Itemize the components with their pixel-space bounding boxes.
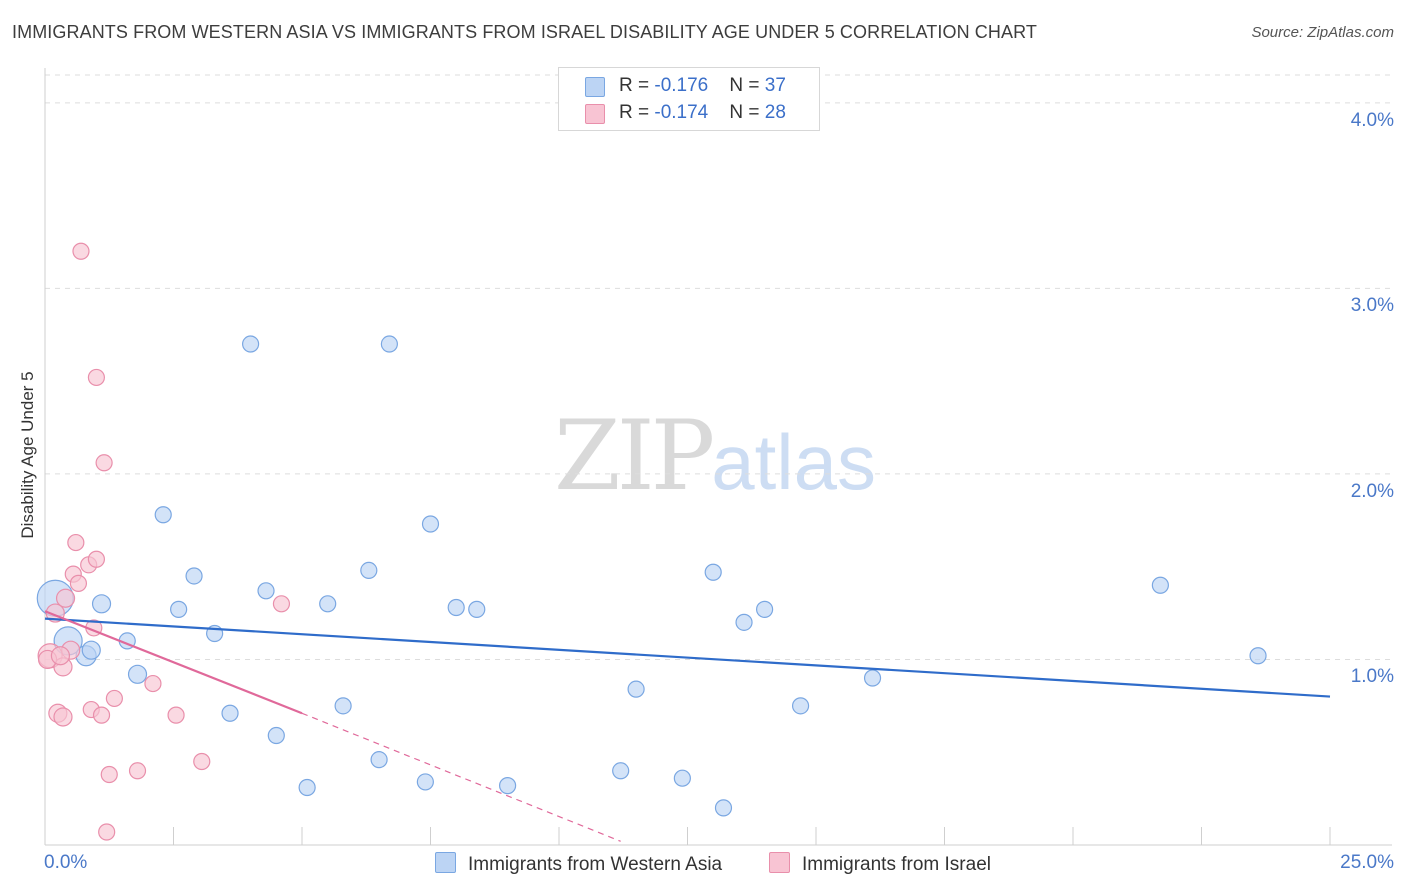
bottom-legend-israel: Immigrants from Israel <box>769 852 991 876</box>
western-asia-point-3 <box>91 594 112 614</box>
western-asia-point-27 <box>673 769 691 787</box>
israel-point-24 <box>193 752 211 771</box>
watermark-atlas: atlas <box>711 418 876 506</box>
israel-point-16 <box>92 706 111 724</box>
western-asia-point-30 <box>735 613 753 631</box>
western-asia-point-28 <box>704 563 722 581</box>
y-tick-label-3: 4.0% <box>1350 109 1394 131</box>
israel-point-27 <box>50 646 71 666</box>
israel-point-15 <box>87 368 106 387</box>
western-asia-point-11 <box>242 335 260 353</box>
western-asia-point-8 <box>185 567 203 585</box>
israel-point-21 <box>128 762 147 780</box>
legend-swatch-blue <box>585 77 605 97</box>
bottom-legend-western-asia: Immigrants from Western Asia <box>435 852 722 876</box>
legend-n-value: 37 <box>764 75 786 96</box>
bottom-legend-label-western-asia: Immigrants from Western Asia <box>468 854 723 875</box>
western-asia-point-26 <box>627 680 645 698</box>
legend-n-label: N = <box>729 75 765 96</box>
israel-point-4 <box>53 707 73 727</box>
zipatlas-watermark: ZIPatlas <box>554 400 876 512</box>
bottom-legend-swatch-blue <box>435 852 456 873</box>
western-asia-point-16 <box>334 697 352 715</box>
bottom-legend-swatch-pink <box>769 852 790 873</box>
western-asia-trendline-0 <box>44 617 1331 698</box>
chart-title: IMMIGRANTS FROM WESTERN ASIA VS IMMIGRAN… <box>12 22 1037 42</box>
x-tick-label-max: 25.0% <box>1340 852 1394 873</box>
western-asia-point-20 <box>416 773 434 791</box>
x-tick-label-min: 0.0% <box>44 852 88 873</box>
western-asia-point-31 <box>755 600 774 618</box>
western-asia-point-7 <box>170 600 188 618</box>
western-asia-point-10 <box>221 704 239 722</box>
israel-point-18 <box>98 823 116 841</box>
western-asia-point-18 <box>370 751 388 769</box>
western-asia-point-34 <box>1151 576 1169 594</box>
y-axis-label: Disability Age Under 5 <box>18 371 37 539</box>
legend-text-western-asia: R = -0.176 N = 37 <box>619 75 786 97</box>
chart-source: Source: ZipAtlas.com <box>1251 24 1394 41</box>
legend-r-value: -0.176 <box>654 75 709 96</box>
western-asia-point-21 <box>421 515 440 533</box>
western-asia-point-19 <box>380 335 398 353</box>
western-asia-point-36 <box>81 640 101 660</box>
western-asia-point-23 <box>468 600 486 618</box>
israel-point-5 <box>55 588 76 608</box>
israel-point-19 <box>100 765 118 784</box>
israel-point-23 <box>167 706 185 724</box>
israel-point-22 <box>144 674 162 693</box>
legend-swatch-pink <box>585 104 605 124</box>
western-asia-point-35 <box>1249 647 1267 665</box>
legend-r-label: R = <box>619 102 655 123</box>
israel-point-14 <box>87 550 106 568</box>
watermark-zip: ZIP <box>554 400 715 512</box>
legend-n-label: N = <box>729 102 765 123</box>
israel-point-8 <box>67 533 85 552</box>
western-asia-point-22 <box>447 598 465 617</box>
israel-point-25 <box>272 595 291 613</box>
western-asia-point-29 <box>714 799 733 817</box>
western-asia-point-33 <box>863 669 882 687</box>
correlation-legend: R = -0.176 N = 37 R = -0.174 N = 28 <box>558 67 820 131</box>
israel-point-20 <box>105 689 123 708</box>
western-asia-point-12 <box>257 582 275 600</box>
israel-trendline-1 <box>44 610 303 715</box>
western-asia-point-5 <box>127 664 148 684</box>
western-asia-point-17 <box>360 561 378 579</box>
israel-point-9 <box>69 574 88 592</box>
legend-r-label: R = <box>619 75 655 96</box>
legend-r-value: -0.174 <box>654 102 709 123</box>
western-asia-point-24 <box>499 777 517 795</box>
western-asia-point-25 <box>612 762 630 780</box>
western-asia-point-13 <box>267 726 285 745</box>
y-tick-label-0: 1.0% <box>1350 666 1394 688</box>
western-asia-point-6 <box>154 506 172 524</box>
western-asia-point-14 <box>298 778 316 797</box>
israel-trendline-2 <box>301 712 621 842</box>
y-tick-label-1: 2.0% <box>1350 480 1394 502</box>
western-asia-point-15 <box>319 595 337 613</box>
y-tick-label-2: 3.0% <box>1350 295 1394 317</box>
bottom-legend-label-israel: Immigrants from Israel <box>802 854 991 875</box>
israel-point-17 <box>95 454 113 472</box>
israel-point-10 <box>72 242 90 260</box>
western-asia-point-32 <box>791 697 810 715</box>
legend-text-israel: R = -0.174 N = 28 <box>619 102 786 124</box>
legend-n-value: 28 <box>764 102 786 123</box>
